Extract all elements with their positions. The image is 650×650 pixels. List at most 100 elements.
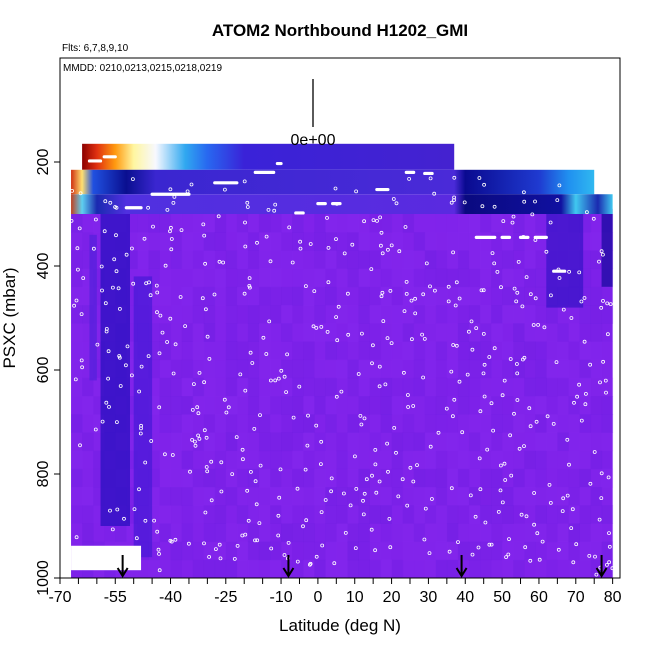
heatmap-cell <box>491 450 503 470</box>
heatmap-cell <box>579 414 592 433</box>
heatmap-cell <box>247 250 260 270</box>
sample-point <box>411 479 416 484</box>
heatmap-cell <box>579 377 592 397</box>
sample-point <box>527 406 532 411</box>
heatmap-cell <box>314 450 326 470</box>
heatmap-cell <box>258 559 271 579</box>
sample-point <box>74 298 79 303</box>
heatmap-cell <box>82 487 94 506</box>
heatmap-cell <box>413 396 426 415</box>
sample-point <box>389 243 394 248</box>
sample-point <box>157 351 162 356</box>
heatmap-cell <box>93 396 105 415</box>
sample-point <box>413 311 418 316</box>
heatmap-cell <box>369 377 382 397</box>
sample-point <box>533 238 538 242</box>
heatmap-cell <box>281 559 293 579</box>
heatmap-cell <box>214 450 227 470</box>
heatmap-cell <box>590 341 603 361</box>
heatmap-cell <box>159 305 172 324</box>
heatmap-cell <box>292 305 304 324</box>
sample-point <box>192 439 197 444</box>
sample-point <box>403 225 408 229</box>
heatmap-cell <box>325 523 337 543</box>
sample-point <box>318 462 323 467</box>
heatmap-cell <box>535 559 547 579</box>
sample-point <box>102 229 107 234</box>
sample-point <box>245 205 250 209</box>
heatmap-cell <box>590 468 603 488</box>
heatmap-cell <box>568 305 580 324</box>
sample-point <box>341 491 346 496</box>
sample-point <box>162 452 167 457</box>
heatmap-cell <box>468 559 481 579</box>
sample-point <box>334 394 339 399</box>
heatmap-upper-band <box>82 143 455 170</box>
sample-point <box>268 378 273 383</box>
heatmap-cell <box>93 232 105 251</box>
sample-point <box>512 286 517 291</box>
sample-point <box>453 303 458 308</box>
sample-point <box>387 517 392 521</box>
sample-point <box>370 343 375 348</box>
heatmap-cell <box>358 286 370 306</box>
heatmap-cell <box>480 341 492 361</box>
sample-point <box>284 390 289 395</box>
heatmap-cell <box>502 396 514 415</box>
sample-point <box>515 362 519 366</box>
heatmap-cell <box>358 523 370 543</box>
sample-point <box>186 541 191 546</box>
heatmap-cell <box>480 432 492 452</box>
sample-point <box>533 296 538 301</box>
heatmap-cell <box>513 414 525 433</box>
heatmap-cell <box>71 214 83 233</box>
sample-point <box>522 355 527 360</box>
heatmap-cell <box>292 232 304 251</box>
sample-point <box>282 374 287 379</box>
heatmap-cell <box>159 377 172 397</box>
heatmap-cell <box>270 523 282 543</box>
heatmap-cell <box>181 523 194 543</box>
sample-point <box>245 200 250 205</box>
heatmap-cell <box>325 341 337 361</box>
sample-point <box>80 365 84 370</box>
sample-point <box>604 390 608 395</box>
heatmap-cell <box>457 414 470 433</box>
heatmap-cell <box>369 559 382 579</box>
heatmap-cell <box>557 450 569 470</box>
sample-point <box>264 234 269 239</box>
heatmap-cell <box>579 286 592 306</box>
sample-point <box>332 561 337 566</box>
heatmap-cell <box>590 450 603 470</box>
heatmap-cell <box>336 268 348 288</box>
sample-point <box>359 331 364 336</box>
heatmap-cell <box>181 432 194 452</box>
heatmap-cell <box>369 214 382 233</box>
heatmap-cell <box>424 305 437 324</box>
sample-point <box>116 286 121 291</box>
heatmap-cell <box>524 377 536 397</box>
sample-point <box>551 421 556 426</box>
heatmap-cell <box>247 214 260 233</box>
sample-point <box>132 507 137 512</box>
heatmap-cell <box>446 559 459 579</box>
sample-point <box>202 233 207 238</box>
heatmap-cell <box>247 377 260 397</box>
sample-point <box>115 507 120 512</box>
heatmap-cell <box>214 359 227 379</box>
heatmap-cell <box>181 268 194 288</box>
heatmap-cell <box>369 468 382 488</box>
sample-point <box>183 324 188 329</box>
heatmap-cell <box>281 250 293 270</box>
heatmap-cell <box>148 377 160 397</box>
heatmap-cell <box>225 559 238 579</box>
sample-point <box>601 252 605 257</box>
heatmap-cell <box>314 541 326 561</box>
heatmap-cell <box>391 341 404 361</box>
sample-point <box>374 490 379 495</box>
heatmap-cell <box>170 359 183 379</box>
heatmap-cell <box>424 232 437 251</box>
heatmap-cell <box>93 377 105 397</box>
sample-point <box>114 269 119 274</box>
sample-point <box>495 269 500 274</box>
